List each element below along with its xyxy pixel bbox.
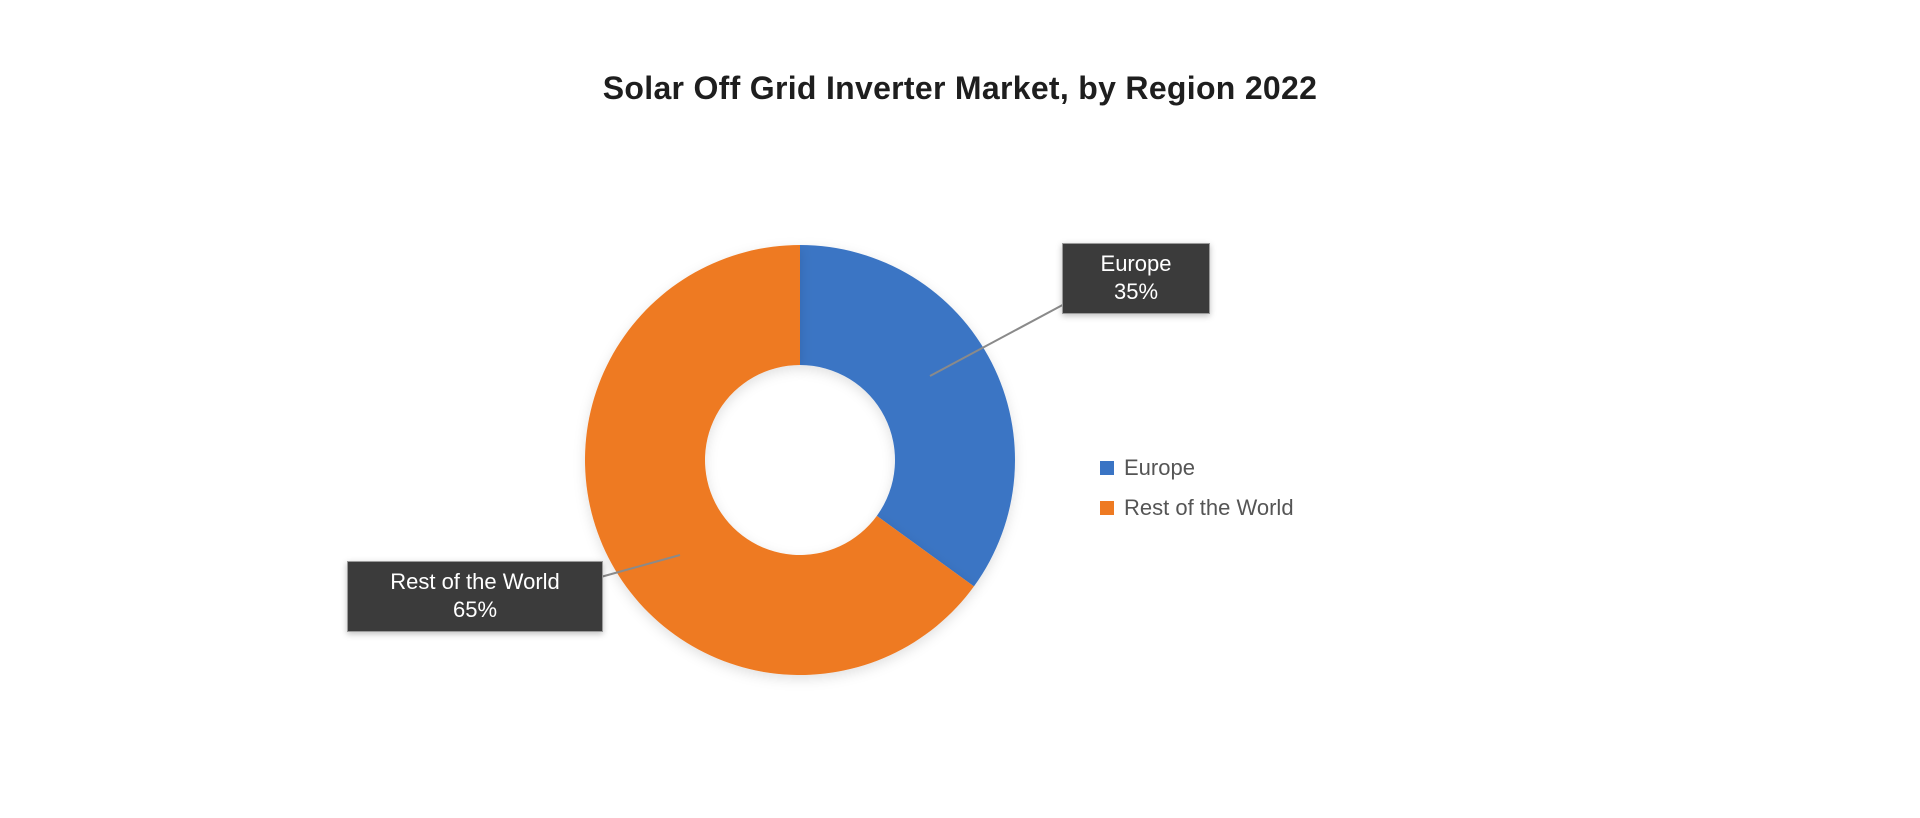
donut-chart: [560, 220, 1040, 700]
chart-title: Solar Off Grid Inverter Market, by Regio…: [0, 70, 1920, 107]
legend-item-rest-of-world: Rest of the World: [1100, 495, 1294, 521]
legend-swatch-europe: [1100, 461, 1114, 475]
legend-swatch-rest-of-world: [1100, 501, 1114, 515]
legend: Europe Rest of the World: [1100, 455, 1294, 535]
chart-container: Solar Off Grid Inverter Market, by Regio…: [0, 0, 1920, 818]
legend-label-rest-of-world: Rest of the World: [1124, 495, 1294, 521]
legend-label-europe: Europe: [1124, 455, 1195, 481]
callout-rest-of-world-percent: 65%: [362, 596, 588, 624]
callout-europe: Europe 35%: [1062, 243, 1210, 314]
callout-europe-percent: 35%: [1077, 278, 1195, 306]
legend-item-europe: Europe: [1100, 455, 1294, 481]
callout-europe-label: Europe: [1077, 250, 1195, 278]
callout-rest-of-world-label: Rest of the World: [362, 568, 588, 596]
callout-rest-of-world: Rest of the World 65%: [347, 561, 603, 632]
donut-slice-europe: [800, 245, 1015, 586]
